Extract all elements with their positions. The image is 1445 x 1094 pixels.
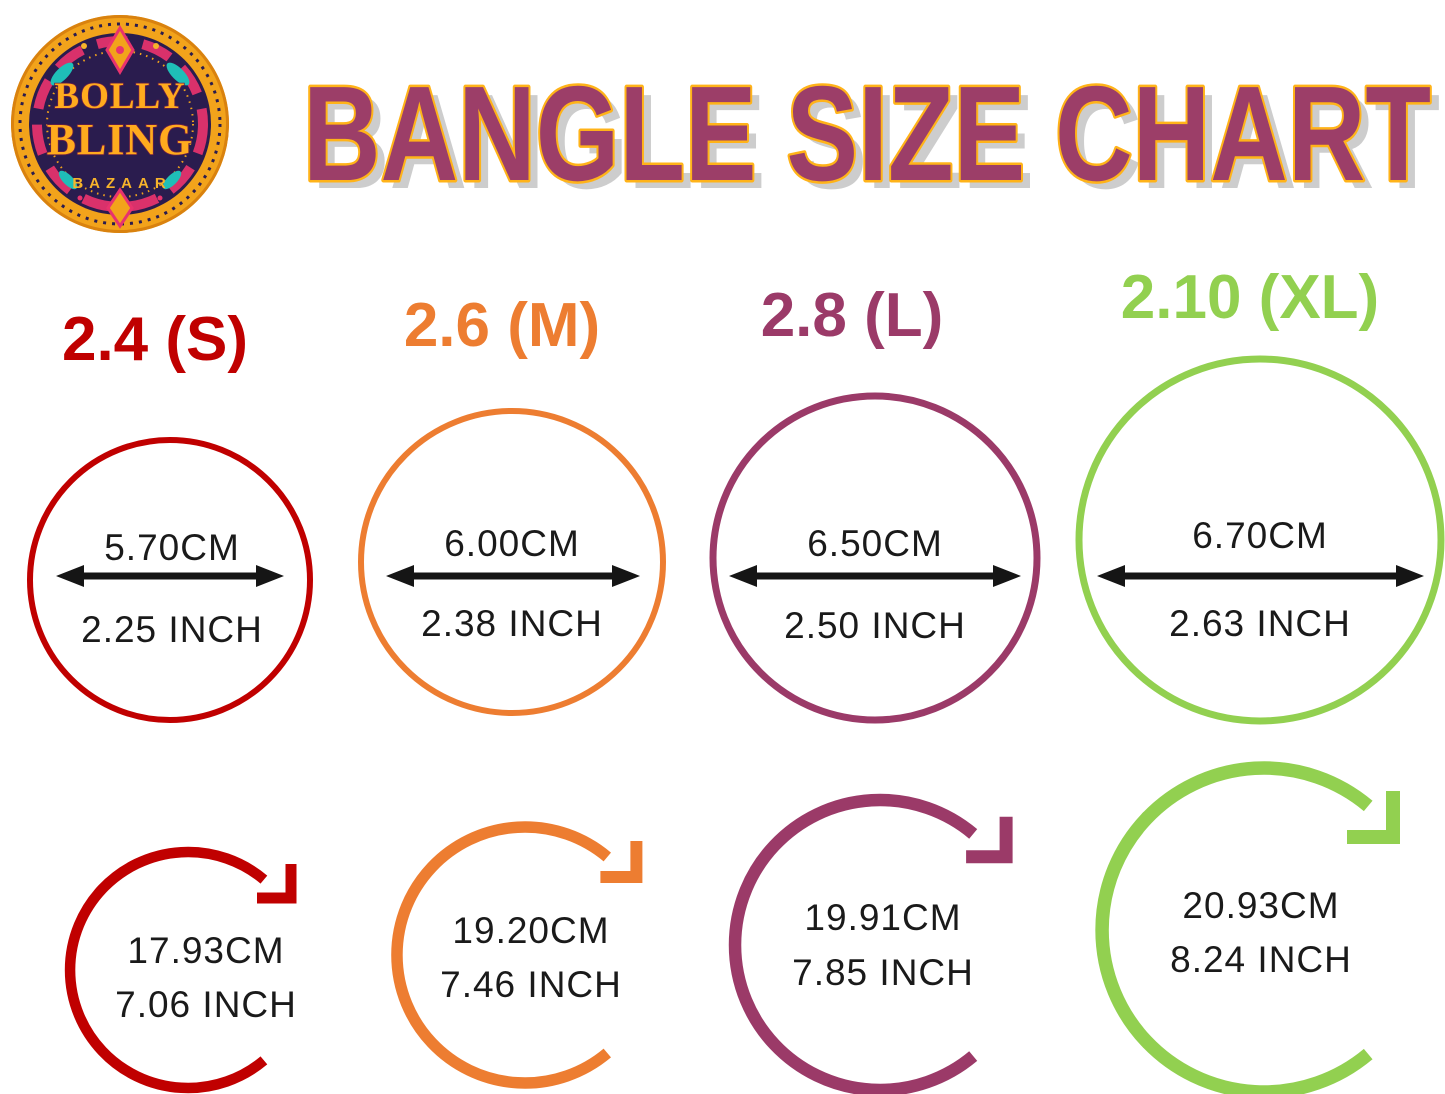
circumference-inch-xl: 8.24 INCH [1170, 939, 1352, 980]
size-label-s: 2.4 (S) [62, 305, 248, 374]
diameter-inch-s: 2.25 INCH [81, 609, 263, 650]
logo-dot-ring [18, 22, 222, 226]
circular-arrow-icon [1095, 761, 1373, 1094]
logo-sparkle [77, 195, 83, 201]
logo-background [29, 33, 211, 215]
diameter-inch-m: 2.38 INCH [421, 603, 603, 644]
logo-teal-leaf [162, 170, 182, 190]
brand-logo: BOLLY BLING BAZAAR [11, 15, 229, 233]
diameter-cm-xl: 6.70CM [1192, 515, 1328, 556]
diameter-circle-s: 5.70CM 2.25 INCH [27, 437, 313, 723]
arrowhead-left-icon [56, 565, 84, 587]
arrowhead-right-icon [256, 565, 284, 587]
logo-gold-dotring [46, 50, 194, 198]
circular-arrowhead-icon [600, 841, 643, 883]
circumference-arrow-s: 17.93CM 7.06 INCH [64, 846, 297, 1094]
logo-teal-leaf [166, 62, 190, 86]
bangle-circle-s [27, 437, 313, 723]
diameter-circle-m: 6.00CM 2.38 INCH [358, 408, 666, 716]
logo-word-bolly: BOLLY [54, 76, 185, 117]
logo-bottom-diamond [106, 187, 134, 229]
page-title-shadow: BANGLE SIZE CHART [312, 66, 1440, 217]
diameter-cm-l: 6.50CM [807, 523, 943, 564]
circular-arrow-icon [391, 821, 611, 1089]
bangle-circle-m [358, 408, 666, 716]
circumference-arrow-xl: 20.93CM 8.24 INCH [1095, 761, 1400, 1094]
circumference-inch-l: 7.85 INCH [792, 952, 974, 993]
diameter-circle-xl: 6.70CM 2.63 INCH [1075, 355, 1445, 725]
circular-arrow-icon [728, 793, 978, 1094]
size-label-xl: 2.10 (XL) [1121, 263, 1379, 332]
diameter-cm-m: 6.00CM [444, 523, 580, 564]
logo-word-bazaar: BAZAAR [72, 175, 171, 192]
circumference-cm-s: 17.93CM [127, 930, 284, 971]
circular-arrow-icon [64, 846, 268, 1094]
circumference-arrow-m: 19.20CM 7.46 INCH [391, 821, 643, 1089]
circumference-arrow-l: 19.91CM 7.85 INCH [728, 793, 1013, 1094]
logo-teal-leaf [58, 170, 78, 190]
bangle-circle-xl [1075, 355, 1445, 725]
logo-top-diamond-dot [116, 46, 124, 54]
diameter-inch-xl: 2.63 INCH [1169, 603, 1351, 644]
circumference-inch-s: 7.06 INCH [115, 984, 297, 1025]
diameter-circle-l: 6.50CM 2.50 INCH [709, 392, 1041, 724]
circumference-cm-xl: 20.93CM [1182, 885, 1339, 926]
arrowhead-left-icon [729, 565, 757, 587]
page-title: BANGLE SIZE CHART BANGLE SIZE CHART [301, 56, 1441, 218]
arrowhead-right-icon [993, 565, 1021, 587]
arrowhead-left-icon [1097, 565, 1125, 587]
logo-outer-edge [11, 15, 229, 233]
circumference-cm-l: 19.91CM [804, 897, 961, 938]
circular-arrowhead-icon [257, 864, 297, 904]
logo-sparkle [157, 195, 163, 201]
logo-sparkle [81, 43, 87, 49]
arrowhead-left-icon [386, 565, 414, 587]
bangle-circle-l [709, 392, 1041, 724]
diameter-cm-s: 5.70CM [104, 527, 240, 568]
circular-arrowhead-icon [1347, 791, 1400, 844]
logo-word-bling: BLING [47, 115, 194, 164]
logo-teal-leaf [50, 62, 74, 86]
circumference-cm-m: 19.20CM [452, 910, 609, 951]
diameter-inch-l: 2.50 INCH [784, 605, 966, 646]
circular-arrowhead-icon [966, 816, 1013, 864]
page-title-text: BANGLE SIZE CHART [303, 58, 1431, 209]
circumference-inch-m: 7.46 INCH [440, 964, 622, 1005]
size-label-l: 2.8 (L) [761, 281, 944, 350]
size-label-m: 2.6 (M) [404, 291, 600, 360]
arrowhead-right-icon [1396, 565, 1424, 587]
logo-sparkle [153, 43, 159, 49]
arrowhead-right-icon [612, 565, 640, 587]
